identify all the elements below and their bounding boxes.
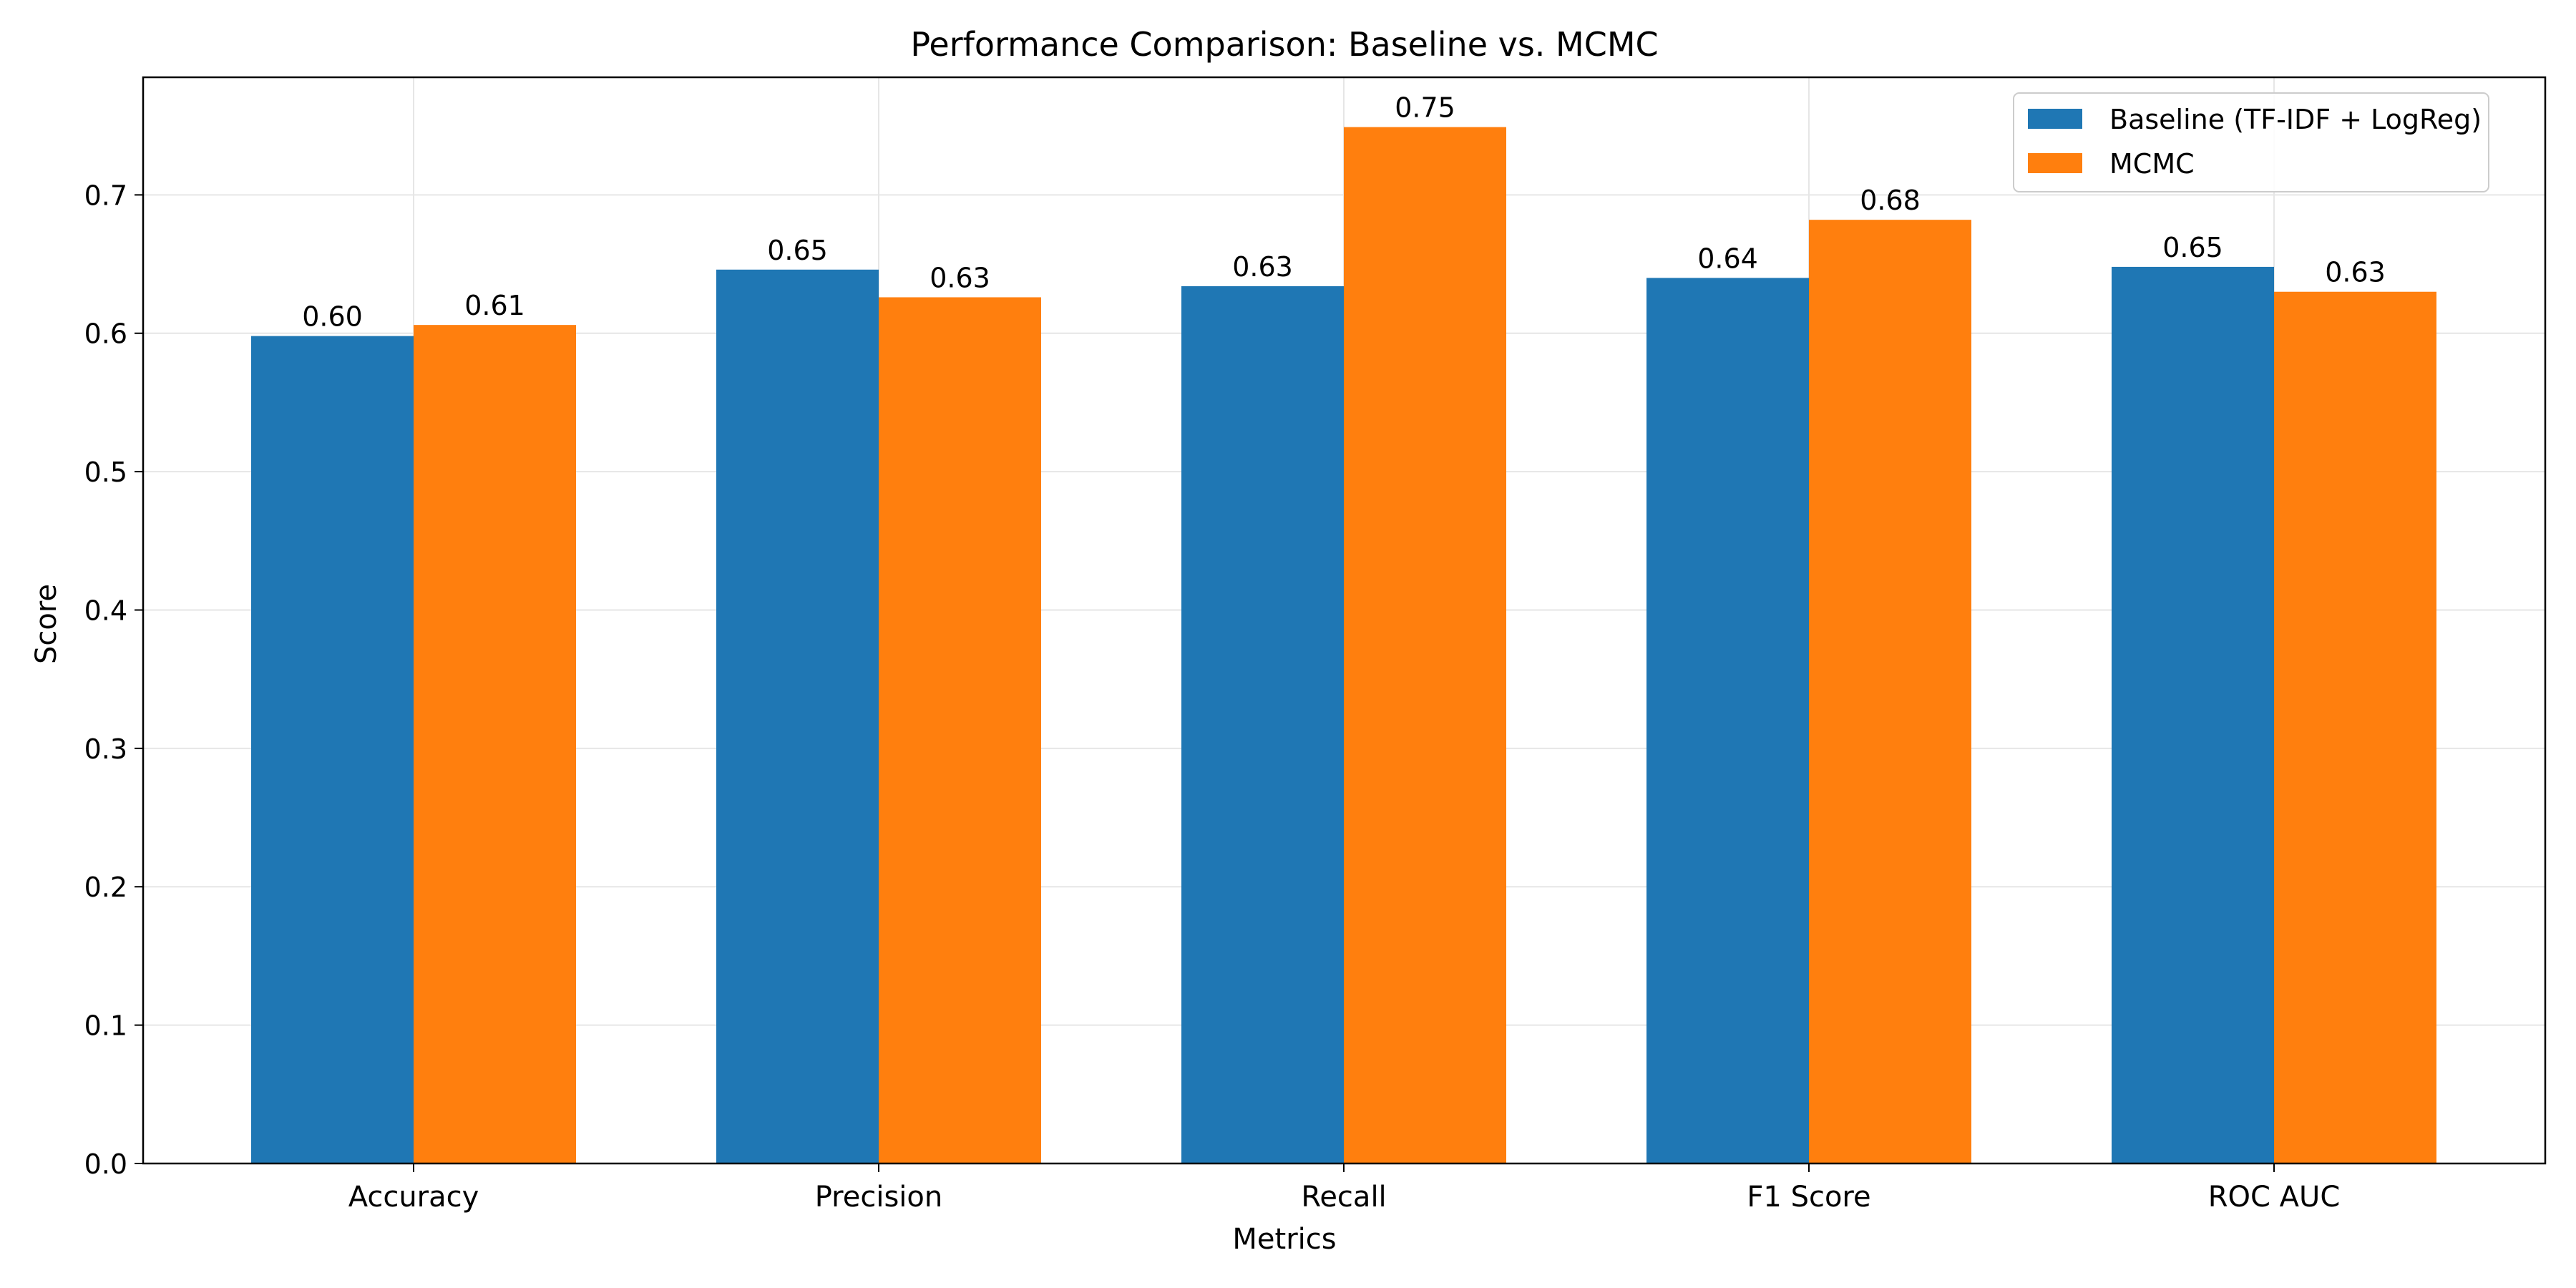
- y-tick-label: 0.5: [84, 457, 127, 488]
- bar-baseline: [2112, 266, 2274, 1164]
- bar-mcmc: [879, 297, 1041, 1163]
- bar-value-label: 0.63: [2325, 257, 2386, 288]
- x-tick-label: Accuracy: [348, 1181, 479, 1214]
- bar-value-label: 0.75: [1395, 92, 1455, 124]
- legend-label: MCMC: [2109, 148, 2195, 180]
- data-labels: 0.60 0.65 0.63 0.64 0.65 0.61 0.63 0.75 0.68 0.63: [302, 92, 2386, 333]
- y-tick-label: 0.2: [84, 872, 127, 903]
- y-tick-label: 0.1: [84, 1010, 127, 1042]
- bar-value-label: 0.64: [1697, 243, 1758, 274]
- x-tick-label: Recall: [1301, 1181, 1386, 1214]
- legend: Baseline (TF-IDF + LogReg) MCMC: [2013, 92, 2489, 192]
- legend-label: Baseline (TF-IDF + LogReg): [2109, 104, 2482, 135]
- bar-value-label: 0.60: [302, 301, 363, 333]
- y-tick-label: 0.6: [84, 318, 127, 350]
- legend-swatch: [2028, 153, 2082, 173]
- bar-value-label: 0.61: [464, 290, 525, 321]
- bar-mcmc: [414, 325, 576, 1163]
- axes: [135, 76, 2547, 1172]
- x-tick-label: ROC AUC: [2208, 1181, 2341, 1214]
- legend-box: [2013, 92, 2489, 192]
- bar-value-label: 0.68: [1860, 185, 1921, 216]
- bar-mcmc: [2274, 291, 2436, 1164]
- bar-baseline: [251, 336, 414, 1163]
- bar-baseline: [716, 269, 879, 1163]
- x-axis-label: Metrics: [1232, 1223, 1336, 1256]
- y-axis-label: Score: [30, 584, 63, 664]
- y-tick-label: 0.7: [84, 180, 127, 211]
- bar-value-label: 0.65: [767, 235, 828, 266]
- y-tick-label: 0.3: [84, 733, 127, 765]
- legend-swatch: [2028, 109, 2082, 129]
- x-tick-label: F1 Score: [1747, 1181, 1870, 1214]
- bar-value-label: 0.65: [2162, 232, 2223, 263]
- bar-value-label: 0.63: [930, 262, 990, 293]
- bar-baseline: [1181, 286, 1344, 1164]
- bars: [251, 127, 2436, 1164]
- bar-mcmc: [1344, 127, 1506, 1164]
- bar-baseline: [1646, 278, 1809, 1163]
- x-tick-label: Precision: [815, 1181, 942, 1214]
- bar-mcmc: [1809, 220, 1971, 1164]
- y-tick-label: 0.0: [84, 1148, 127, 1180]
- bar-value-label: 0.63: [1232, 251, 1293, 283]
- chart-title: Performance Comparison: Baseline vs. MCM…: [910, 25, 1658, 64]
- y-tick-label: 0.4: [84, 595, 127, 626]
- plot-frame: [142, 76, 2547, 1165]
- tick-labels: 0.0 0.1 0.2 0.3 0.4 0.5 0.6 0.7 Accuracy Precisio…: [84, 180, 2341, 1214]
